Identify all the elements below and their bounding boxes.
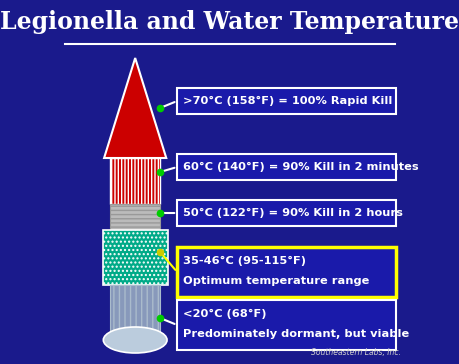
FancyBboxPatch shape [102,230,168,285]
FancyBboxPatch shape [177,300,396,350]
Text: Optimum temperature range: Optimum temperature range [183,276,369,286]
Ellipse shape [103,327,167,353]
Text: Southeastern Labs, Inc.: Southeastern Labs, Inc. [310,348,400,357]
Text: Legionella and Water Temperature: Legionella and Water Temperature [0,10,459,34]
Text: 35-46°C (95-115°F): 35-46°C (95-115°F) [183,256,306,266]
FancyBboxPatch shape [177,200,396,226]
Text: <20°C (68°F): <20°C (68°F) [183,309,266,319]
FancyBboxPatch shape [177,247,396,297]
FancyBboxPatch shape [110,285,160,337]
FancyBboxPatch shape [177,154,396,180]
Text: Predominately dormant, but viable: Predominately dormant, but viable [183,329,409,339]
FancyBboxPatch shape [110,204,160,230]
Polygon shape [104,58,166,158]
FancyBboxPatch shape [110,158,160,204]
Text: >70°C (158°F) = 100% Rapid Kill: >70°C (158°F) = 100% Rapid Kill [183,96,392,106]
FancyBboxPatch shape [177,88,396,114]
Text: 60°C (140°F) = 90% Kill in 2 minutes: 60°C (140°F) = 90% Kill in 2 minutes [183,162,418,172]
Text: 50°C (122°F) = 90% Kill in 2 hours: 50°C (122°F) = 90% Kill in 2 hours [183,208,403,218]
